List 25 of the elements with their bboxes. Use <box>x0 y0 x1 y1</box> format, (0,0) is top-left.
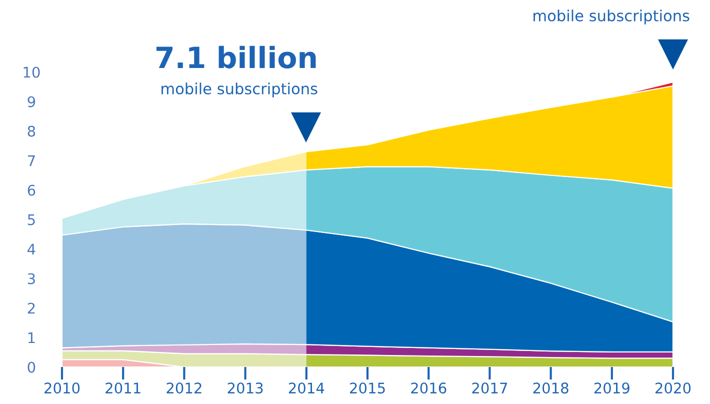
y-tick-label: 2 <box>28 302 35 314</box>
annotation: mobile subscriptions <box>162 82 318 98</box>
x-tick-label: 2018 <box>533 382 568 394</box>
text: mobile subscriptions <box>534 10 690 24</box>
x-tick-label: 2016 <box>411 382 446 394</box>
x-tick-label: 2020 <box>656 382 691 394</box>
y-tick-label: 9 <box>28 96 36 108</box>
x-tick-label: 2015 <box>350 382 385 394</box>
y-tick-label: 6 <box>28 184 36 196</box>
x-tick-label: 2019 <box>594 382 630 394</box>
x-tick-label: 2012 <box>166 382 202 394</box>
x-tick-label: 2017 <box>472 382 508 394</box>
y-tick-label: 1 <box>28 332 35 344</box>
x-tick-label: 2010 <box>44 382 80 394</box>
y-tick-label: 3 <box>28 273 35 284</box>
y-tick-label: 0 <box>28 362 36 373</box>
x-tick-label: 2014 <box>288 382 324 394</box>
y-tick-label: 8 <box>28 126 36 137</box>
y-tick-label: 4 <box>28 244 36 255</box>
x-tick-label: 2011 <box>106 382 140 394</box>
x-tick-label: 2013 <box>228 382 263 394</box>
y-tick-label: 7 <box>28 155 35 166</box>
y-tick-label: 10 <box>24 66 40 78</box>
y-tick-label: 5 <box>28 214 35 226</box>
text: 7.1 billion <box>156 46 316 68</box>
